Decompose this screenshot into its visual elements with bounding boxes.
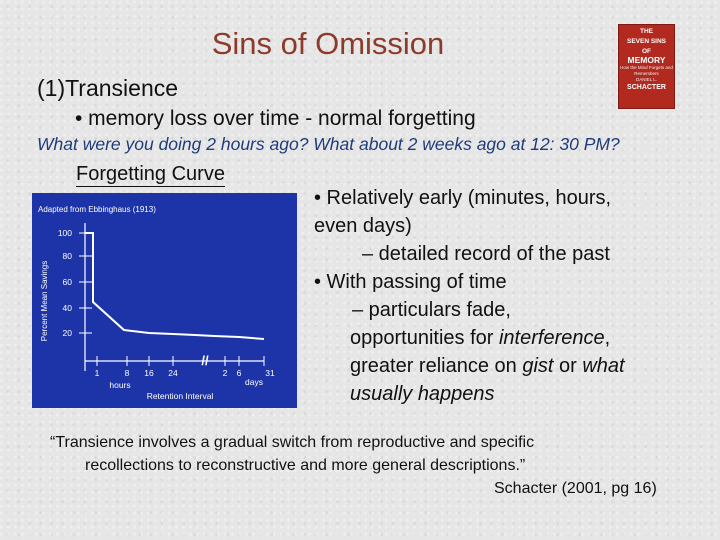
quote-line1: “Transience involves a gradual switch fr… [50, 434, 535, 451]
x-tick-label: 31 [265, 368, 275, 378]
bullet-early-line2: even days) [314, 215, 412, 237]
x-ticks [96, 356, 265, 366]
subbullet-particulars-fade: – particulars fade, [352, 299, 511, 321]
right-bullets: • Relatively early (minutes, hours, even… [314, 184, 714, 408]
text-run: greater reliance on [350, 355, 523, 377]
x-tick-label: 1 [95, 368, 100, 378]
hours-label: hours [109, 380, 130, 390]
forgetting-curve-figure: Adapted from Ebbinghaus (1913) Percent M… [32, 193, 297, 408]
figure-caption: Adapted from Ebbinghaus (1913) [38, 205, 156, 214]
emphasis-what: what [582, 355, 625, 377]
emphasis-usually-happens: usually happens [350, 383, 495, 405]
x-tick-label: 24 [168, 368, 178, 378]
book-title: MEMORY [627, 55, 666, 65]
bullet-memory-loss: • memory loss over time - normal forgett… [75, 107, 476, 130]
emphasis-gist: gist [522, 355, 554, 377]
text-run: or [553, 355, 583, 377]
x-axis-label: Retention Interval [147, 391, 214, 401]
quote-citation: Schacter (2001, pg 16) [494, 480, 657, 497]
schacter-quote: “Transience involves a gradual switch fr… [50, 431, 657, 500]
forgetting-curve-label: Forgetting Curve [76, 163, 225, 187]
y-tick-label: 80 [63, 251, 73, 261]
subbullet-gist-line: greater reliance on gist or what [314, 352, 714, 380]
section-heading: (1)Transience [37, 75, 179, 101]
question-text: What were you doing 2 hours ago? What ab… [37, 134, 620, 154]
x-tick-label: 16 [144, 368, 154, 378]
book-author-first: DANIEL L. [635, 77, 658, 82]
book-subtitle: How the Mind Forgets and Remembers [620, 65, 673, 76]
x-tick-label: 8 [125, 368, 130, 378]
slide-title: Sins of Omission [211, 26, 445, 61]
y-tick-label: 100 [58, 228, 72, 238]
y-axis-label: Percent Mean Savings [40, 261, 49, 342]
emphasis-interference: interference [498, 327, 605, 349]
y-tick-label: 60 [63, 277, 73, 287]
x-tick-label: 2 [223, 368, 228, 378]
book-author-last: SCHACTER [627, 84, 666, 91]
bullet-early-line1: • Relatively early (minutes, hours, [314, 187, 612, 209]
quote-line2: recollections to reconstructive and more… [85, 457, 526, 474]
subbullet-interference-line: opportunities for interference, [314, 324, 714, 352]
y-tick-label: 20 [63, 328, 73, 338]
text-run: opportunities for [350, 327, 499, 349]
book-line3: OF [641, 48, 652, 55]
book-cover-image: THE SEVEN SINS OF MEMORY How the Mind Fo… [618, 24, 675, 109]
book-line2: SEVEN SINS [626, 38, 666, 45]
axis-break-mark: // [201, 353, 209, 368]
x-tick-label: 6 [237, 368, 242, 378]
y-tick-label: 40 [63, 303, 73, 313]
book-line1: THE [640, 28, 653, 35]
subbullet-detailed-record: – detailed record of the past [362, 243, 610, 265]
forgetting-curve-svg: Adapted from Ebbinghaus (1913) Percent M… [38, 205, 275, 401]
bullet-passing-time: • With passing of time [314, 271, 507, 293]
forgetting-curve-line [85, 232, 265, 340]
text-run: , [604, 327, 611, 349]
days-label: days [245, 377, 263, 387]
